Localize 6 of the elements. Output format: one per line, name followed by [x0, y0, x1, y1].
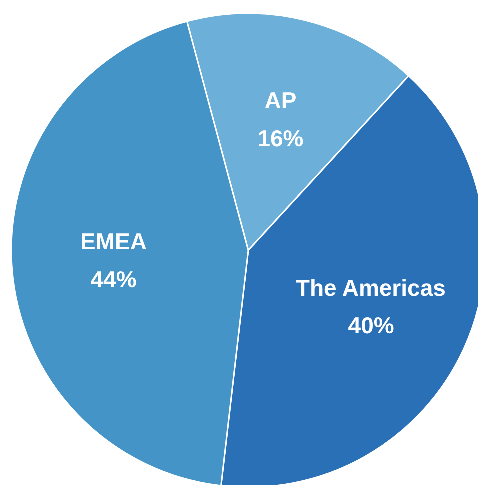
slice-label: The Americas [296, 274, 446, 301]
data-label: 44% [90, 266, 137, 292]
slice-label: AP [264, 87, 297, 114]
data-label: 40% [348, 312, 394, 339]
slice-label: EMEA [80, 228, 147, 254]
data-label: 16% [258, 125, 304, 152]
